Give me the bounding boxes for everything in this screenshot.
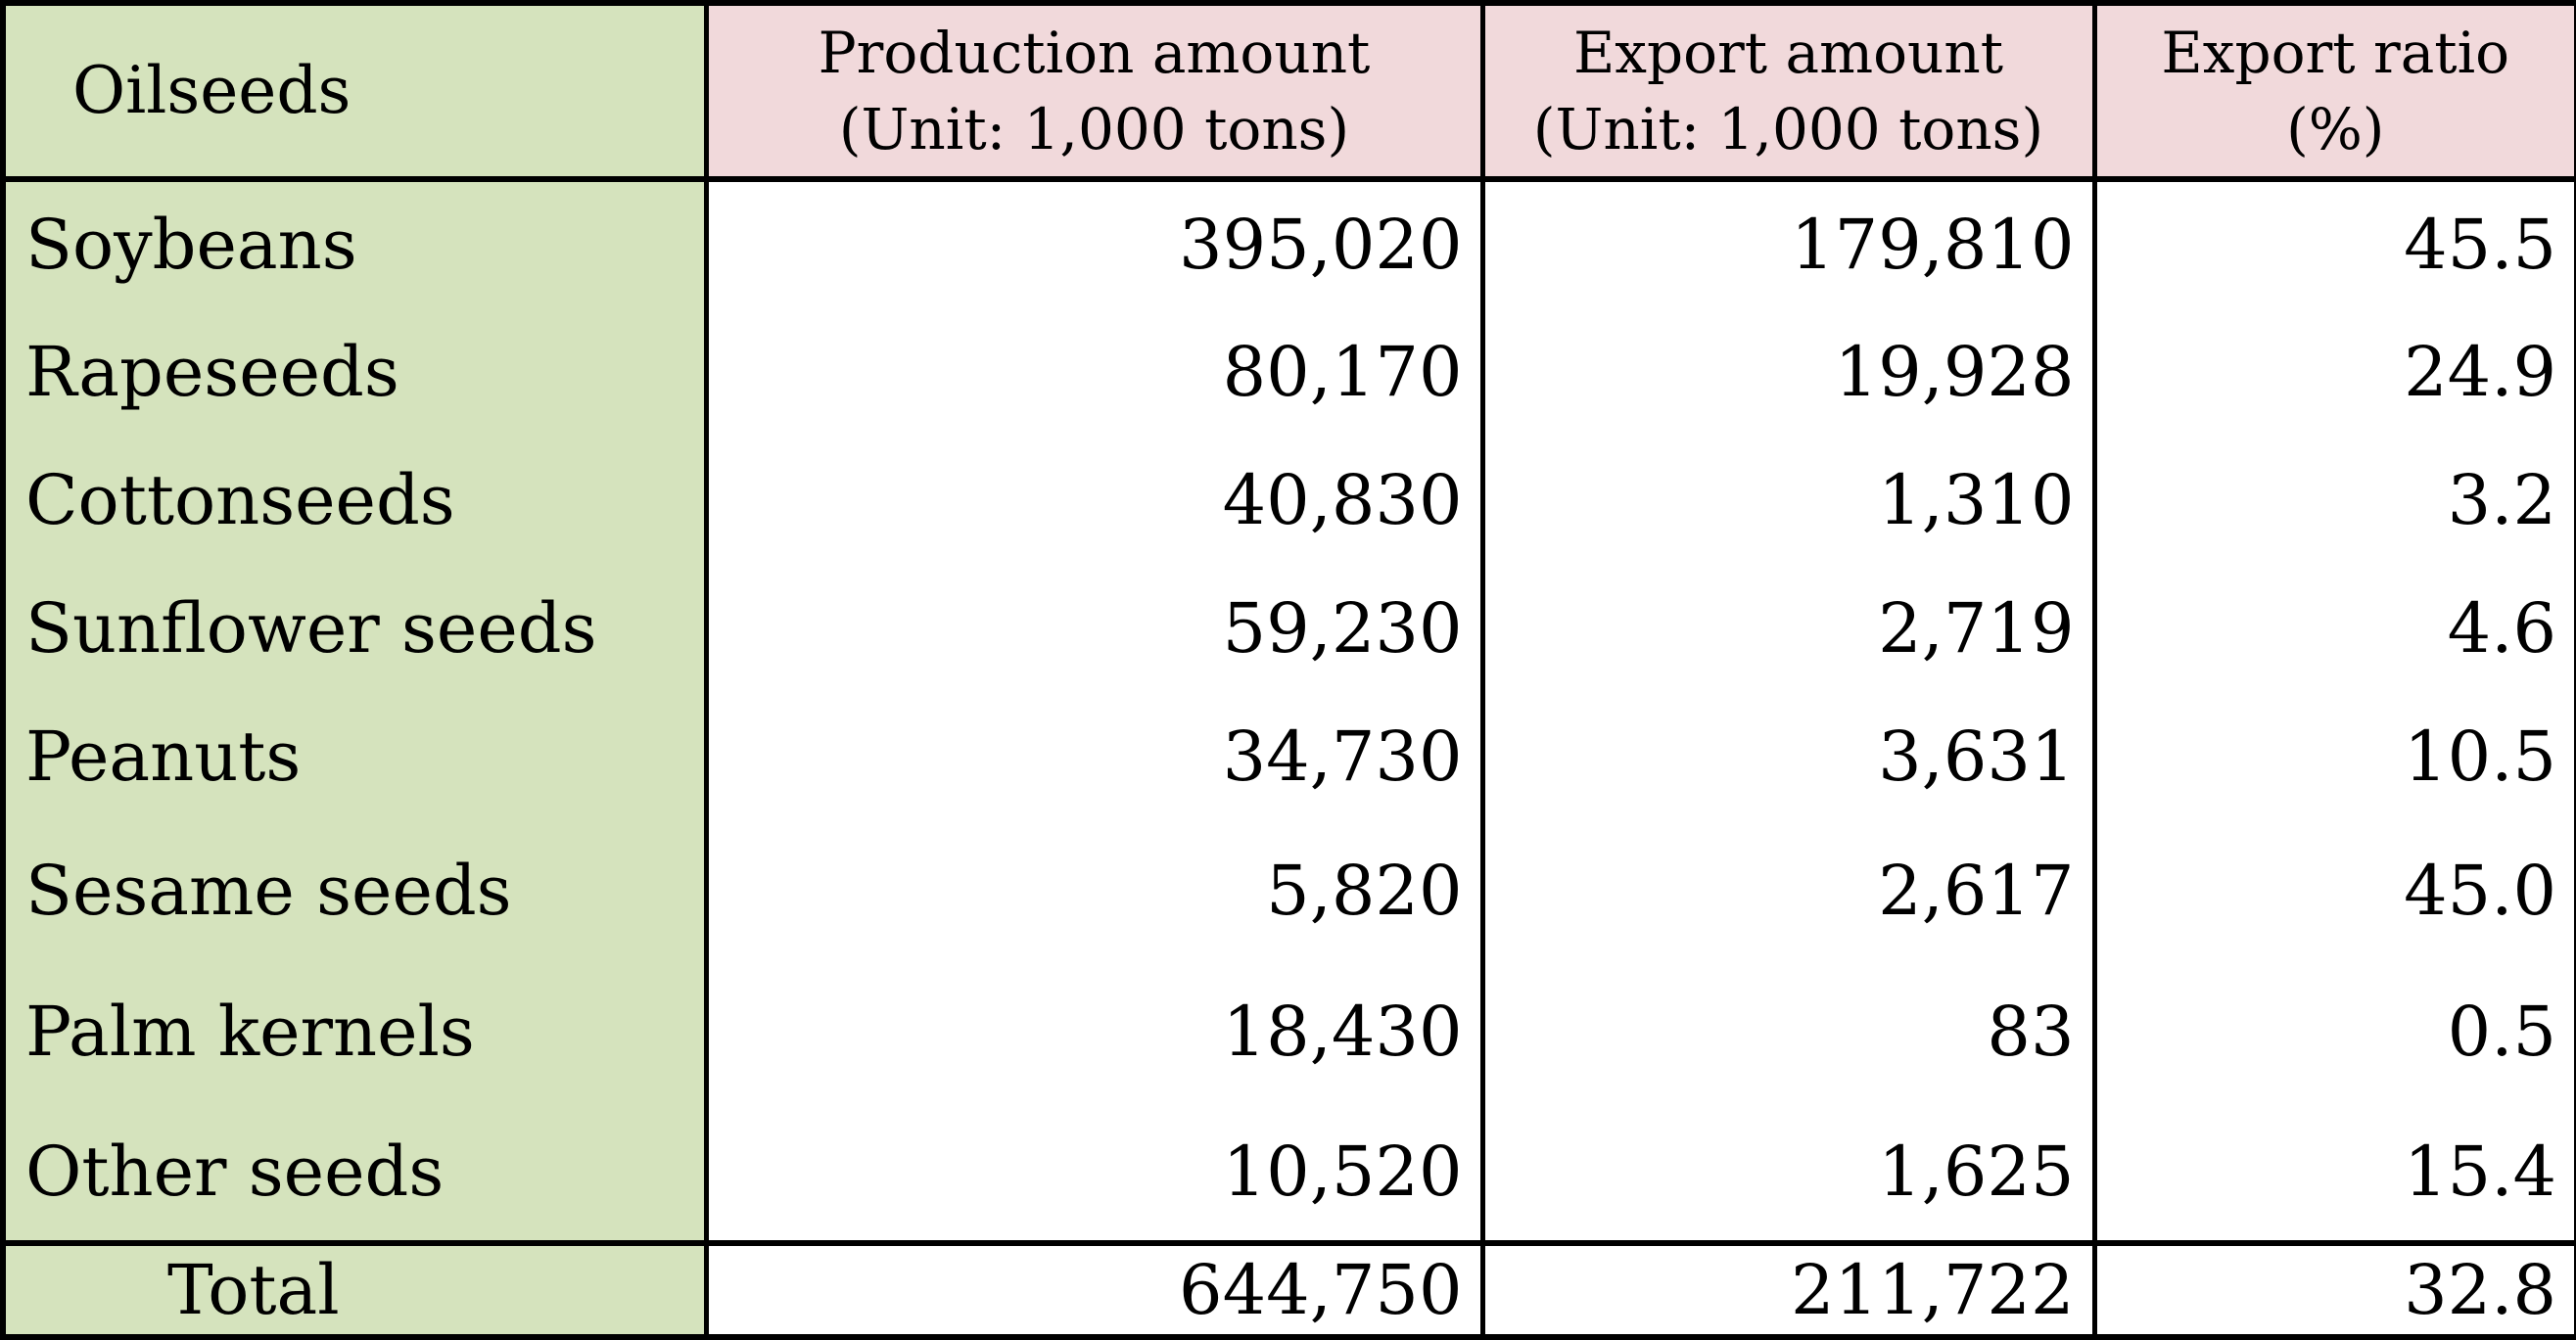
total-export-value: 211,722 <box>1479 1240 2097 1337</box>
export-value: 3,631 <box>1479 692 2097 820</box>
header-production-unit: (Unit: 1,000 tons) <box>838 96 1350 162</box>
export-value: 2,617 <box>1479 820 2097 961</box>
row-label: Sunflower seeds <box>0 564 709 692</box>
ratio-value: 4.6 <box>2091 564 2576 692</box>
header-export-unit: (Unit: 1,000 tons) <box>1532 96 2044 162</box>
header-export-title: Export amount <box>1572 20 2004 86</box>
row-label: Soybeans <box>0 179 709 307</box>
export-value: 83 <box>1479 961 2097 1102</box>
table-row-cottonseeds: Cottonseeds 40,830 1,310 3.2 <box>0 436 2576 564</box>
production-value: 5,820 <box>703 820 1485 961</box>
ratio-value: 3.2 <box>2091 436 2576 564</box>
table-row-peanuts: Peanuts 34,730 3,631 10.5 <box>0 692 2576 820</box>
total-ratio-value: 32.8 <box>2091 1240 2576 1337</box>
table-row-total: Total 644,750 211,722 32.8 <box>0 1240 2576 1337</box>
ratio-value: 45.0 <box>2091 820 2576 961</box>
production-value: 59,230 <box>703 564 1485 692</box>
production-value: 40,830 <box>703 436 1485 564</box>
total-label: Total <box>0 1240 709 1337</box>
header-row: Oilseeds Production amount (Unit: 1,000 … <box>0 3 2576 182</box>
production-value: 395,020 <box>703 179 1485 307</box>
total-production-value: 644,750 <box>703 1240 1485 1337</box>
ratio-value: 0.5 <box>2091 961 2576 1102</box>
row-label: Sesame seeds <box>0 820 709 961</box>
export-value: 1,310 <box>1479 436 2097 564</box>
header-ratio-unit: (%) <box>2286 96 2385 162</box>
ratio-value: 45.5 <box>2091 179 2576 307</box>
header-oilseeds: Oilseeds <box>0 3 709 182</box>
header-production-amount: Production amount (Unit: 1,000 tons) <box>703 3 1485 182</box>
production-value: 34,730 <box>703 692 1485 820</box>
row-label: Rapeseeds <box>0 307 709 436</box>
header-ratio-title: Export ratio <box>2161 20 2510 86</box>
table-row-other-seeds: Other seeds 10,520 1,625 15.4 <box>0 1102 2576 1243</box>
production-value: 80,170 <box>703 307 1485 436</box>
table-row-sesame-seeds: Sesame seeds 5,820 2,617 45.0 <box>0 820 2576 961</box>
header-oilseeds-label: Oilseeds <box>72 53 351 128</box>
ratio-value: 24.9 <box>2091 307 2576 436</box>
header-export-amount: Export amount (Unit: 1,000 tons) <box>1479 3 2097 182</box>
row-label: Other seeds <box>0 1102 709 1243</box>
export-value: 2,719 <box>1479 564 2097 692</box>
header-export-ratio: Export ratio (%) <box>2091 3 2576 182</box>
row-label: Cottonseeds <box>0 436 709 564</box>
table-row-rapeseeds: Rapeseeds 80,170 19,928 24.9 <box>0 307 2576 436</box>
table-row-sunflower-seeds: Sunflower seeds 59,230 2,719 4.6 <box>0 564 2576 692</box>
row-label: Palm kernels <box>0 961 709 1102</box>
ratio-value: 10.5 <box>2091 692 2576 820</box>
row-label: Peanuts <box>0 692 709 820</box>
table-row-palm-kernels: Palm kernels 18,430 83 0.5 <box>0 961 2576 1102</box>
production-value: 18,430 <box>703 961 1485 1102</box>
table-row-soybeans: Soybeans 395,020 179,810 45.5 <box>0 179 2576 307</box>
ratio-value: 15.4 <box>2091 1102 2576 1243</box>
header-production-title: Production amount <box>818 20 1371 86</box>
export-value: 19,928 <box>1479 307 2097 436</box>
production-value: 10,520 <box>703 1102 1485 1243</box>
export-value: 1,625 <box>1479 1102 2097 1243</box>
export-value: 179,810 <box>1479 179 2097 307</box>
